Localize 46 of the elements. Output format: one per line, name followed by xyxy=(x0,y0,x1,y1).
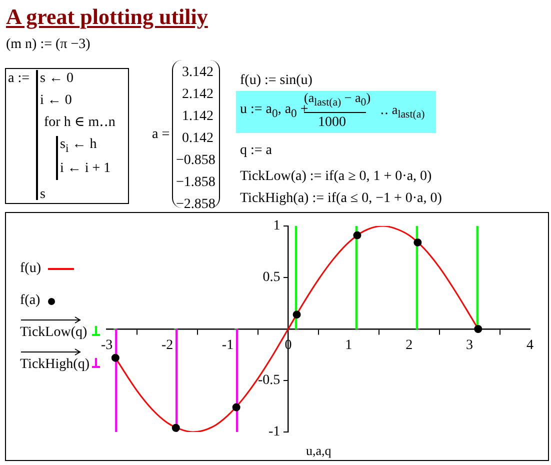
x-tick-label: 1 xyxy=(345,338,352,354)
y-tick-label: 0.5 xyxy=(262,270,280,286)
text: s ← 0 xyxy=(40,71,74,86)
text: TickLow(a) := if(a ≥ 0, 1 + 0·a, 0) xyxy=(240,169,432,184)
text: (m n) := (π −3) xyxy=(6,37,90,52)
text: q := a xyxy=(240,143,272,158)
text: −2.858 xyxy=(176,197,216,212)
point xyxy=(414,238,422,246)
point xyxy=(353,231,362,240)
text: −0.858 xyxy=(176,153,216,168)
x-tick-label: 3 xyxy=(466,338,474,354)
legend-label: f(a) xyxy=(20,293,40,308)
text: i ← i + 1 xyxy=(60,161,111,176)
text: s$_{i}$ ← h xyxy=(60,137,97,155)
text: i ← 0 xyxy=(40,93,72,108)
text: for h ∈ m‥n xyxy=(44,115,116,130)
text: s xyxy=(40,187,46,202)
point xyxy=(111,354,120,362)
x-tick-label: -2 xyxy=(161,338,174,354)
legend-label: TickLow(q) xyxy=(20,325,88,340)
y-tick-label: -0.5 xyxy=(258,373,280,388)
x-axis-title: u,a,q xyxy=(306,443,332,458)
text: TickHigh(a) := if(a ≤ 0, −1 + 0·a, 0) xyxy=(240,191,442,206)
text: ‥ a$_{last(a)}$ xyxy=(380,102,425,121)
point xyxy=(292,310,301,319)
legend-label: TickHigh(q) xyxy=(20,357,90,372)
point xyxy=(232,403,240,412)
text: 1000 xyxy=(318,115,346,130)
text: −1.858 xyxy=(176,175,216,190)
text: 3.142 xyxy=(182,65,214,80)
x-tick-label: -3 xyxy=(100,338,113,354)
text: a := xyxy=(8,71,30,86)
x-tick-label: 4 xyxy=(526,338,534,354)
x-tick-label: 2 xyxy=(406,338,413,354)
text: 2.142 xyxy=(182,87,214,102)
text: 0.142 xyxy=(182,131,214,146)
x-tick-label: -1 xyxy=(222,338,234,354)
point xyxy=(172,424,180,432)
text: a = xyxy=(152,127,170,142)
y-tick-label: 1 xyxy=(273,218,280,234)
text: f(u) := sin(u) xyxy=(240,73,312,88)
legend-label: f(u) xyxy=(20,261,41,276)
text: 1.142 xyxy=(182,109,214,124)
y-tick-label: -1 xyxy=(268,424,280,440)
point xyxy=(474,325,482,333)
chart-title: A great plotting utiliy xyxy=(6,4,208,30)
